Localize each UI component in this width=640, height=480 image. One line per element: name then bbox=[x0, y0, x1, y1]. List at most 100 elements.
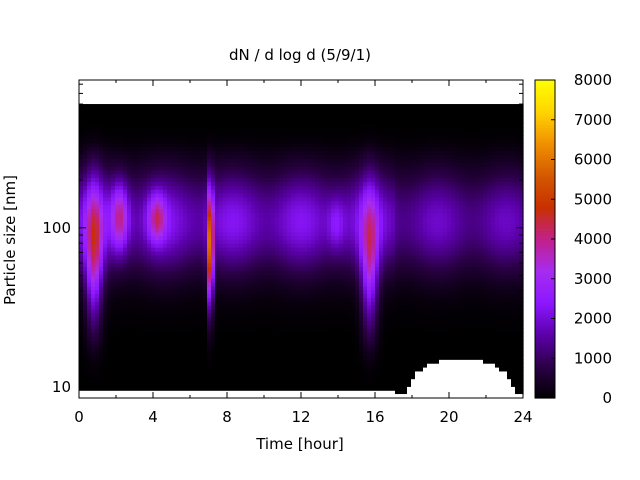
heatmap-cell bbox=[307, 254, 312, 260]
heatmap-cell bbox=[223, 254, 228, 260]
heatmap-cell bbox=[119, 301, 124, 306]
heatmap-cell bbox=[259, 146, 264, 152]
heatmap-cell bbox=[283, 278, 288, 283]
heatmap-cell bbox=[287, 320, 292, 326]
heatmap-cell bbox=[127, 223, 132, 229]
heatmap-cell bbox=[331, 196, 336, 202]
heatmap-cell bbox=[123, 216, 128, 221]
heatmap-cell bbox=[83, 289, 88, 295]
heatmap-cell bbox=[267, 173, 272, 179]
heatmap-cell bbox=[299, 266, 304, 271]
heatmap-cell bbox=[159, 324, 164, 329]
heatmap-cell bbox=[191, 274, 196, 279]
heatmap-cell bbox=[171, 347, 176, 353]
heatmap-cell bbox=[107, 370, 112, 376]
heatmap-cell bbox=[203, 208, 208, 213]
heatmap-cell bbox=[283, 297, 288, 302]
heatmap-cell bbox=[179, 185, 184, 190]
heatmap-cell bbox=[167, 370, 172, 376]
heatmap-cell bbox=[287, 177, 292, 182]
heatmap-cell bbox=[251, 181, 256, 186]
heatmap-cell bbox=[155, 378, 160, 384]
heatmap-cell bbox=[83, 107, 88, 113]
heatmap-cell bbox=[95, 223, 100, 229]
heatmap-cell bbox=[191, 320, 196, 326]
heatmap-cell bbox=[215, 177, 220, 182]
heatmap-cell bbox=[203, 146, 208, 152]
heatmap-cell bbox=[327, 220, 332, 225]
heatmap-cell bbox=[155, 312, 160, 318]
heatmap-cell bbox=[151, 254, 156, 260]
heatmap-cell bbox=[131, 351, 136, 356]
heatmap-cell bbox=[327, 247, 332, 252]
heatmap-cell bbox=[263, 366, 268, 372]
heatmap-cell bbox=[299, 336, 304, 341]
heatmap-cell bbox=[95, 328, 100, 333]
heatmap-cell bbox=[175, 366, 180, 372]
heatmap-cell bbox=[327, 111, 332, 117]
heatmap-cell bbox=[151, 278, 156, 283]
heatmap-cell bbox=[211, 332, 216, 337]
heatmap-cell bbox=[119, 189, 124, 194]
heatmap-cell bbox=[247, 332, 252, 337]
heatmap-cell bbox=[339, 262, 344, 268]
heatmap-cell bbox=[207, 173, 212, 179]
heatmap-cell bbox=[303, 169, 308, 175]
heatmap-cell bbox=[303, 220, 308, 225]
heatmap-cell bbox=[279, 247, 284, 252]
heatmap-cell bbox=[99, 235, 104, 240]
heatmap-cell bbox=[227, 235, 232, 240]
heatmap-cell bbox=[255, 181, 260, 186]
heatmap-cell bbox=[127, 382, 132, 387]
heatmap-cell bbox=[291, 378, 296, 384]
heatmap-cell bbox=[163, 343, 168, 349]
heatmap-cell bbox=[83, 281, 88, 287]
heatmap-cell bbox=[151, 247, 156, 252]
heatmap-cell bbox=[255, 111, 260, 117]
heatmap-cell bbox=[263, 169, 268, 175]
heatmap-cell bbox=[291, 374, 296, 380]
heatmap-cell bbox=[223, 351, 228, 356]
heatmap-cell bbox=[139, 305, 144, 310]
heatmap-cell bbox=[319, 254, 324, 260]
heatmap-cell bbox=[191, 247, 196, 252]
heatmap-cell bbox=[203, 162, 208, 167]
heatmap-cell bbox=[111, 370, 116, 376]
heatmap-cell bbox=[247, 212, 252, 217]
heatmap-cell bbox=[151, 220, 156, 225]
heatmap-cell bbox=[135, 293, 140, 298]
heatmap-cell bbox=[187, 165, 192, 171]
heatmap-cell bbox=[111, 150, 116, 155]
heatmap-cell bbox=[263, 347, 268, 353]
heatmap-cell bbox=[231, 185, 236, 190]
heatmap-cell bbox=[139, 185, 144, 190]
heatmap-cell bbox=[203, 301, 208, 306]
heatmap-cell bbox=[339, 301, 344, 306]
heatmap-cell bbox=[263, 382, 268, 387]
heatmap-cell bbox=[311, 192, 316, 198]
heatmap-cell bbox=[291, 320, 296, 326]
heatmap-cell bbox=[91, 366, 96, 372]
heatmap-cell bbox=[91, 169, 96, 175]
heatmap-cell bbox=[171, 270, 176, 275]
heatmap-cell bbox=[251, 324, 256, 329]
heatmap-cell bbox=[95, 320, 100, 326]
heatmap-cell bbox=[327, 189, 332, 194]
heatmap-cell bbox=[183, 351, 188, 356]
heatmap-cell bbox=[183, 343, 188, 349]
heatmap-cell bbox=[283, 250, 288, 256]
heatmap-cell bbox=[207, 200, 212, 206]
heatmap-cell bbox=[91, 382, 96, 387]
heatmap-cell bbox=[187, 382, 192, 387]
heatmap-cell bbox=[319, 316, 324, 322]
heatmap-cell bbox=[151, 150, 156, 155]
heatmap-cell bbox=[343, 305, 348, 310]
heatmap-cell bbox=[231, 131, 236, 136]
heatmap-cell bbox=[247, 312, 252, 318]
heatmap-cell bbox=[335, 196, 340, 202]
heatmap-cell bbox=[163, 254, 168, 260]
heatmap-cell bbox=[319, 107, 324, 113]
heatmap-cell bbox=[311, 258, 316, 264]
heatmap-cell bbox=[271, 119, 276, 124]
heatmap-cell bbox=[175, 305, 180, 310]
